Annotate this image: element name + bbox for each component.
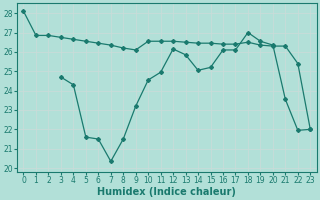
X-axis label: Humidex (Indice chaleur): Humidex (Indice chaleur) (98, 187, 236, 197)
